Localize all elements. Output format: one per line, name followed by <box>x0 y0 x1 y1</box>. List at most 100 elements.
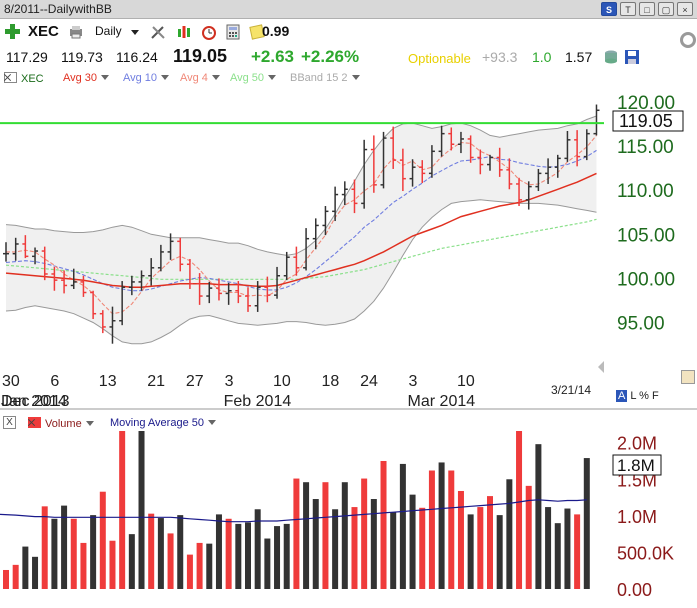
save-icon[interactable] <box>624 49 640 65</box>
volume-bar[interactable] <box>535 444 542 589</box>
volume-bar[interactable] <box>235 523 242 589</box>
ohlc-bar[interactable] <box>545 158 552 184</box>
ohlc-bar[interactable] <box>109 306 116 344</box>
legend-item-bband[interactable]: BBand 15 2 <box>290 72 360 84</box>
close-button[interactable]: × <box>677 2 693 16</box>
calculator-icon[interactable] <box>225 24 241 40</box>
legend-dropdown-icon[interactable] <box>101 75 110 80</box>
volume-bar[interactable] <box>51 518 58 589</box>
ohlc-bar[interactable] <box>564 131 571 162</box>
volume-bar[interactable] <box>3 569 9 589</box>
ohlc-bar[interactable] <box>496 147 503 177</box>
legend-item-avg30[interactable]: Avg 30 <box>63 72 110 84</box>
ohlc-bar[interactable] <box>322 206 329 236</box>
ohlc-bar[interactable] <box>80 275 87 297</box>
ohlc-bar[interactable] <box>506 158 513 190</box>
ohlc-bar[interactable] <box>12 237 19 261</box>
volume-bar[interactable] <box>109 540 116 589</box>
volume-bar[interactable] <box>119 431 126 589</box>
ohlc-bar[interactable] <box>467 135 474 163</box>
ohlc-bar[interactable] <box>235 281 242 304</box>
scroll-right-icon[interactable] <box>598 361 604 373</box>
volume-bar[interactable] <box>583 458 590 589</box>
ohlc-bar[interactable] <box>99 310 106 334</box>
volume-bar[interactable] <box>516 431 523 589</box>
volume-bar[interactable] <box>206 543 213 589</box>
volume-bar[interactable] <box>167 533 174 589</box>
volume-bar[interactable] <box>448 470 455 590</box>
volume-legend[interactable]: Volume <box>28 417 94 430</box>
ohlc-bar[interactable] <box>574 130 581 167</box>
volume-bar[interactable] <box>332 509 339 589</box>
legend-dropdown-icon[interactable] <box>351 75 360 80</box>
legend-dropdown-icon[interactable] <box>268 75 277 80</box>
gear-icon[interactable] <box>680 32 696 48</box>
period-select[interactable]: Daily <box>95 24 122 38</box>
volume-bar[interactable] <box>138 431 145 589</box>
ohlc-bar[interactable] <box>283 251 290 281</box>
ohlc-bar[interactable] <box>148 258 155 286</box>
legend-item-avg10[interactable]: Avg 10 <box>123 72 170 84</box>
ohlc-bar[interactable] <box>438 125 445 157</box>
volume-bar[interactable] <box>283 523 290 589</box>
ohlc-bar[interactable] <box>341 181 348 206</box>
volume-bar[interactable] <box>390 512 397 589</box>
volume-bar[interactable] <box>545 507 552 589</box>
volume-bar[interactable] <box>380 460 387 589</box>
ohlc-bar[interactable] <box>177 237 184 272</box>
volume-bar[interactable] <box>341 482 348 589</box>
legend-dropdown-icon[interactable] <box>211 75 220 80</box>
volume-bar[interactable] <box>196 542 203 589</box>
volume-bar[interactable] <box>467 514 474 589</box>
ohlc-bar[interactable] <box>583 129 590 161</box>
ohlc-bar[interactable] <box>332 186 339 222</box>
ohlc-bar[interactable] <box>254 281 261 312</box>
ohlc-bar[interactable] <box>399 148 406 192</box>
ohlc-bar[interactable] <box>264 276 271 303</box>
volume-bar[interactable] <box>215 514 222 589</box>
symbol-label[interactable]: XEC <box>28 23 59 40</box>
close-volume-icon[interactable]: X <box>3 416 16 429</box>
price-chart[interactable]: 120.00 115.00 110.00 105.00 100.00 95.00 119.… <box>0 86 697 412</box>
volume-bar[interactable] <box>506 479 513 589</box>
legend-close-icon[interactable] <box>4 72 17 83</box>
volume-bar[interactable] <box>225 518 232 589</box>
ohlc-bar[interactable] <box>390 126 397 169</box>
volume-bar[interactable] <box>80 542 87 589</box>
ohlc-bar[interactable] <box>3 242 9 262</box>
volume-bar[interactable] <box>22 546 29 589</box>
ohlc-bar[interactable] <box>303 228 310 271</box>
volume-bar[interactable] <box>293 478 300 589</box>
volume-bar[interactable] <box>438 462 445 589</box>
ohlc-bar[interactable] <box>138 270 145 291</box>
volume-bar[interactable] <box>177 515 184 589</box>
volume-bar[interactable] <box>399 463 406 589</box>
ohlc-bar[interactable] <box>370 135 377 193</box>
volume-bar[interactable] <box>41 506 48 589</box>
stockcharts-button[interactable]: S <box>601 2 617 16</box>
notes-icon[interactable] <box>249 24 265 40</box>
volume-bar[interactable] <box>409 494 416 589</box>
alarm-clock-icon[interactable] <box>201 24 217 40</box>
volume-bar[interactable] <box>457 490 464 589</box>
tools-icon[interactable] <box>150 24 166 40</box>
legend-item-avg50[interactable]: Avg 50 <box>230 72 277 84</box>
volume-bar[interactable] <box>564 508 571 589</box>
volume-bar[interactable] <box>428 470 435 590</box>
minimize-button[interactable]: □ <box>639 2 655 16</box>
volume-bar[interactable] <box>254 509 261 589</box>
volume-bar[interactable] <box>61 505 68 589</box>
volume-bar[interactable] <box>128 534 135 589</box>
ohlc-bar[interactable] <box>128 275 135 296</box>
volume-bar[interactable] <box>264 538 271 589</box>
ohlc-bar[interactable] <box>516 177 523 207</box>
ohlc-bar[interactable] <box>70 268 77 289</box>
ohlc-bar[interactable] <box>22 235 29 259</box>
candle-style-icon[interactable] <box>176 24 192 40</box>
ohlc-bar[interactable] <box>196 273 203 305</box>
ohlc-bar[interactable] <box>448 127 455 151</box>
volume-bar[interactable] <box>303 482 310 589</box>
volume-bar[interactable] <box>361 478 368 589</box>
volume-bar[interactable] <box>525 485 532 589</box>
volume-bar[interactable] <box>312 499 319 589</box>
